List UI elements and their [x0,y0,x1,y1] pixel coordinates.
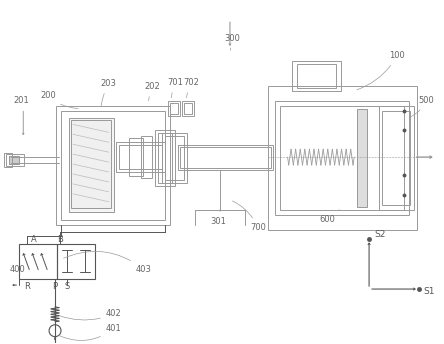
Text: R: R [24,282,30,291]
Text: P: P [52,282,58,291]
Text: S: S [64,282,70,291]
Bar [159,133,172,183]
Text: 401: 401 [59,324,122,341]
Bar [129,138,143,176]
Text: 402: 402 [59,309,122,320]
Bar [178,145,273,170]
Bar [6,154,24,166]
Text: B: B [57,235,63,244]
Text: 700: 700 [233,201,266,232]
Text: 100: 100 [357,52,404,90]
Text: 702: 702 [183,78,199,98]
Bar [119,145,163,169]
Bar [382,110,410,205]
Bar [140,136,152,178]
Text: 203: 203 [101,79,117,106]
Bar [379,106,414,210]
Bar [165,136,184,180]
Bar [163,133,187,183]
Bar [275,100,409,215]
Bar [297,64,336,88]
Text: 701: 701 [167,78,183,98]
Text: 600: 600 [319,210,339,224]
Bar [61,110,165,219]
Text: S1: S1 [424,287,435,295]
Bar [69,118,114,212]
Bar [182,100,194,117]
Bar [170,103,178,115]
Bar [357,108,367,207]
Text: 201: 201 [13,96,29,105]
Bar [184,103,192,115]
Bar [280,106,404,210]
Bar [56,106,170,225]
Bar [180,147,271,168]
Text: 301: 301 [210,210,226,226]
Bar [73,122,110,208]
Bar [4,153,12,167]
Text: S2: S2 [374,230,385,239]
Bar [155,130,175,186]
Bar [71,120,111,208]
Bar [116,142,165,172]
Bar [168,100,180,117]
Bar [292,61,341,91]
Text: 200: 200 [40,91,78,108]
Text: A: A [32,235,37,244]
Bar [268,86,417,229]
Text: 202: 202 [145,82,160,101]
Text: 500: 500 [409,96,435,117]
Bar [19,244,57,279]
Bar [57,244,95,279]
Bar [9,156,19,164]
Text: 400: 400 [9,265,25,274]
Text: 403: 403 [63,251,151,274]
Text: 300: 300 [224,34,240,50]
